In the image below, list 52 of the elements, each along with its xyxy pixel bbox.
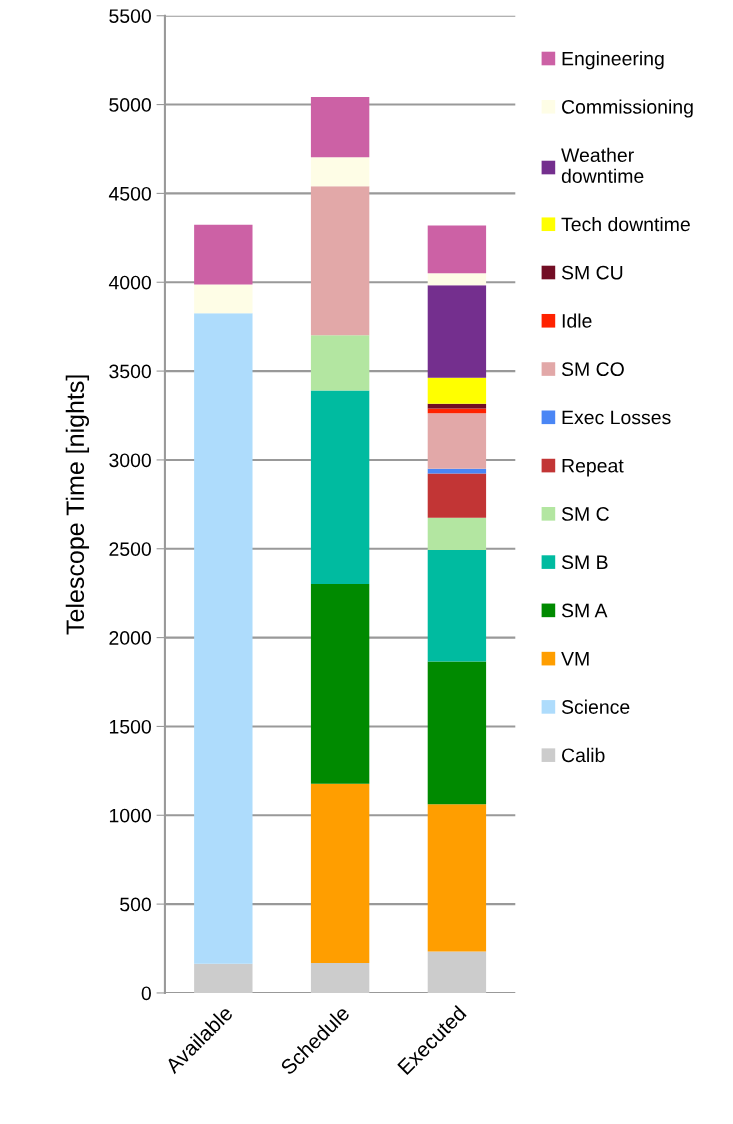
bar <box>427 413 487 469</box>
bar <box>310 96 370 158</box>
legend-label: SM CO <box>561 362 624 377</box>
legend-label: SM CU <box>561 265 623 280</box>
bar <box>310 390 370 585</box>
bar <box>310 783 370 963</box>
legend-label: Calib <box>562 747 605 763</box>
legend-label: SM A <box>561 603 608 618</box>
bar <box>310 157 370 187</box>
bar <box>427 473 487 518</box>
legend-label: Tech downtime <box>561 216 690 232</box>
y-tick-label: 1500 <box>109 719 151 734</box>
legend-label: Idle <box>562 313 592 328</box>
y-tick-label: 4000 <box>108 275 151 290</box>
legend-label: Commissioning <box>562 99 693 118</box>
y-tick-label: 3500 <box>109 364 151 379</box>
y-tick-label: 2500 <box>109 542 151 556</box>
y-tick-label: 500 <box>120 897 151 912</box>
y-tick-label: 1000 <box>109 808 151 823</box>
bar <box>310 186 370 336</box>
bar <box>427 377 487 404</box>
y-tick-label: 5000 <box>109 98 151 112</box>
bar <box>310 962 370 993</box>
y-tick-label: 3000 <box>109 453 151 468</box>
legend-label: Engineering <box>562 51 664 70</box>
legend-label: VM <box>561 652 589 666</box>
bar <box>427 951 487 993</box>
legend-label: SM C <box>561 507 609 521</box>
legend-label: SM B <box>561 555 608 570</box>
bar <box>310 584 370 784</box>
bar <box>427 517 487 550</box>
y-axis-title: Telescope Time [nights] <box>65 375 90 635</box>
bar <box>194 963 253 993</box>
bar <box>427 661 487 805</box>
bar <box>194 284 253 314</box>
legend-label: Weather downtime <box>561 147 644 183</box>
legend-label: Science <box>561 699 630 714</box>
bar <box>427 273 487 286</box>
y-tick-label: 2000 <box>109 631 151 645</box>
bar <box>310 335 370 391</box>
bar <box>194 224 253 285</box>
y-tick-label: 0 <box>141 986 151 1001</box>
y-tick-label: 5500 <box>109 9 151 23</box>
bar <box>194 313 253 964</box>
bar <box>427 550 487 662</box>
bar <box>427 285 487 378</box>
legend-label: Repeat <box>562 459 624 477</box>
bar <box>427 408 487 414</box>
bar <box>427 225 487 274</box>
bar <box>427 804 487 952</box>
y-tick-label: 4500 <box>108 186 151 201</box>
legend-label: Exec Losses <box>562 410 671 425</box>
